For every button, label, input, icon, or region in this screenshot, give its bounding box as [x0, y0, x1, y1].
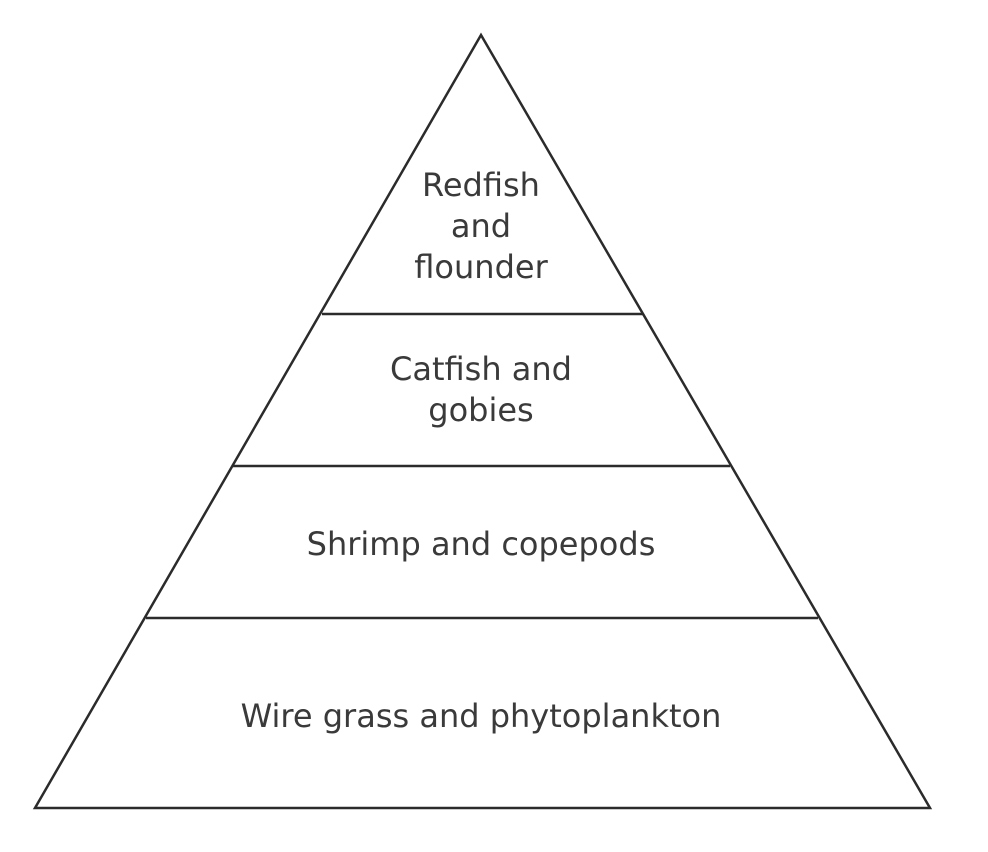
pyramid-level-producers: Wire grass and phytoplankton — [241, 697, 722, 735]
level-label-line: flounder — [414, 248, 548, 286]
pyramid-outline — [32, 32, 933, 810]
level-label-line: Shrimp and copepods — [307, 525, 656, 563]
pyramid-level-primary-consumers: Shrimp and copepods — [307, 525, 656, 563]
level-label-line: and — [451, 207, 511, 245]
level-label-line: Catfish and — [390, 350, 572, 388]
pyramid-level-top-consumers: Redfish and flounder — [414, 166, 548, 286]
pyramid-level-secondary-consumers: Catfish and gobies — [390, 350, 572, 429]
level-label-line: Wire grass and phytoplankton — [241, 697, 722, 735]
level-label-line: gobies — [428, 391, 533, 429]
level-label-line: Redfish — [422, 166, 540, 204]
